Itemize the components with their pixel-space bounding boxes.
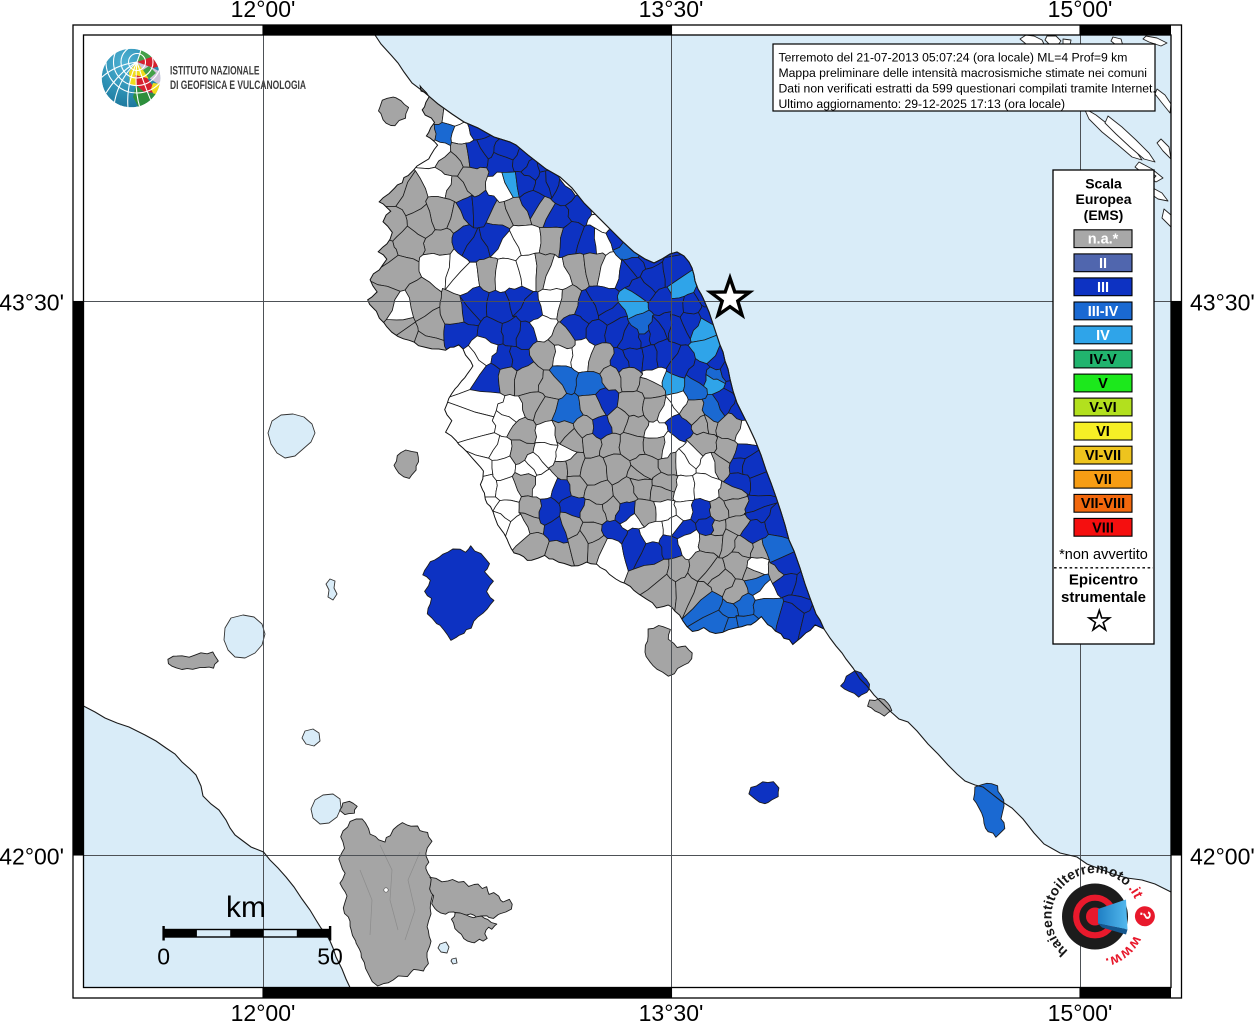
svg-text:Scala: Scala [1085, 176, 1122, 192]
svg-text:VIII: VIII [1092, 520, 1114, 536]
svg-text:Mappa preliminare delle intens: Mappa preliminare delle intensità macros… [779, 66, 1148, 80]
svg-text:VII-VIII: VII-VIII [1081, 496, 1125, 512]
svg-text:IV: IV [1096, 328, 1110, 344]
svg-text:?: ? [1136, 909, 1154, 921]
svg-text:0: 0 [157, 944, 170, 970]
svg-text:Epicentro: Epicentro [1069, 571, 1138, 588]
svg-text:Dati non verificati estratti d: Dati non verificati estratti da 599 ques… [779, 82, 1156, 96]
svg-text:50: 50 [317, 944, 343, 970]
svg-text:strumentale: strumentale [1061, 589, 1146, 606]
svg-text:VI-VII: VI-VII [1085, 448, 1121, 464]
svg-text:*non avvertito: *non avvertito [1059, 547, 1148, 563]
svg-text:Europea: Europea [1075, 191, 1131, 207]
svg-text:ISTITUTO NAZIONALE: ISTITUTO NAZIONALE [170, 64, 260, 78]
svg-text:III-IV: III-IV [1088, 304, 1119, 320]
svg-text:V-VI: V-VI [1089, 400, 1116, 416]
svg-text:III: III [1097, 280, 1109, 296]
svg-text:VI: VI [1096, 424, 1110, 440]
svg-text:V: V [1098, 376, 1108, 392]
svg-text:Terremoto del 21-07-2013 05:07: Terremoto del 21-07-2013 05:07:24 (ora l… [779, 51, 1128, 65]
svg-text:Ultimo aggiornamento: 29-12-20: Ultimo aggiornamento: 29-12-2025 17:13 (… [779, 97, 1066, 111]
svg-text:VII: VII [1094, 472, 1112, 488]
svg-text:II: II [1099, 256, 1107, 272]
svg-text:n.a.*: n.a.* [1088, 232, 1119, 248]
svg-text:IV-V: IV-V [1089, 352, 1117, 368]
svg-text:(EMS): (EMS) [1084, 207, 1124, 223]
svg-text:DI GEOFISICA E VULCANOLOGIA: DI GEOFISICA E VULCANOLOGIA [170, 78, 306, 92]
svg-text:km: km [226, 891, 266, 924]
